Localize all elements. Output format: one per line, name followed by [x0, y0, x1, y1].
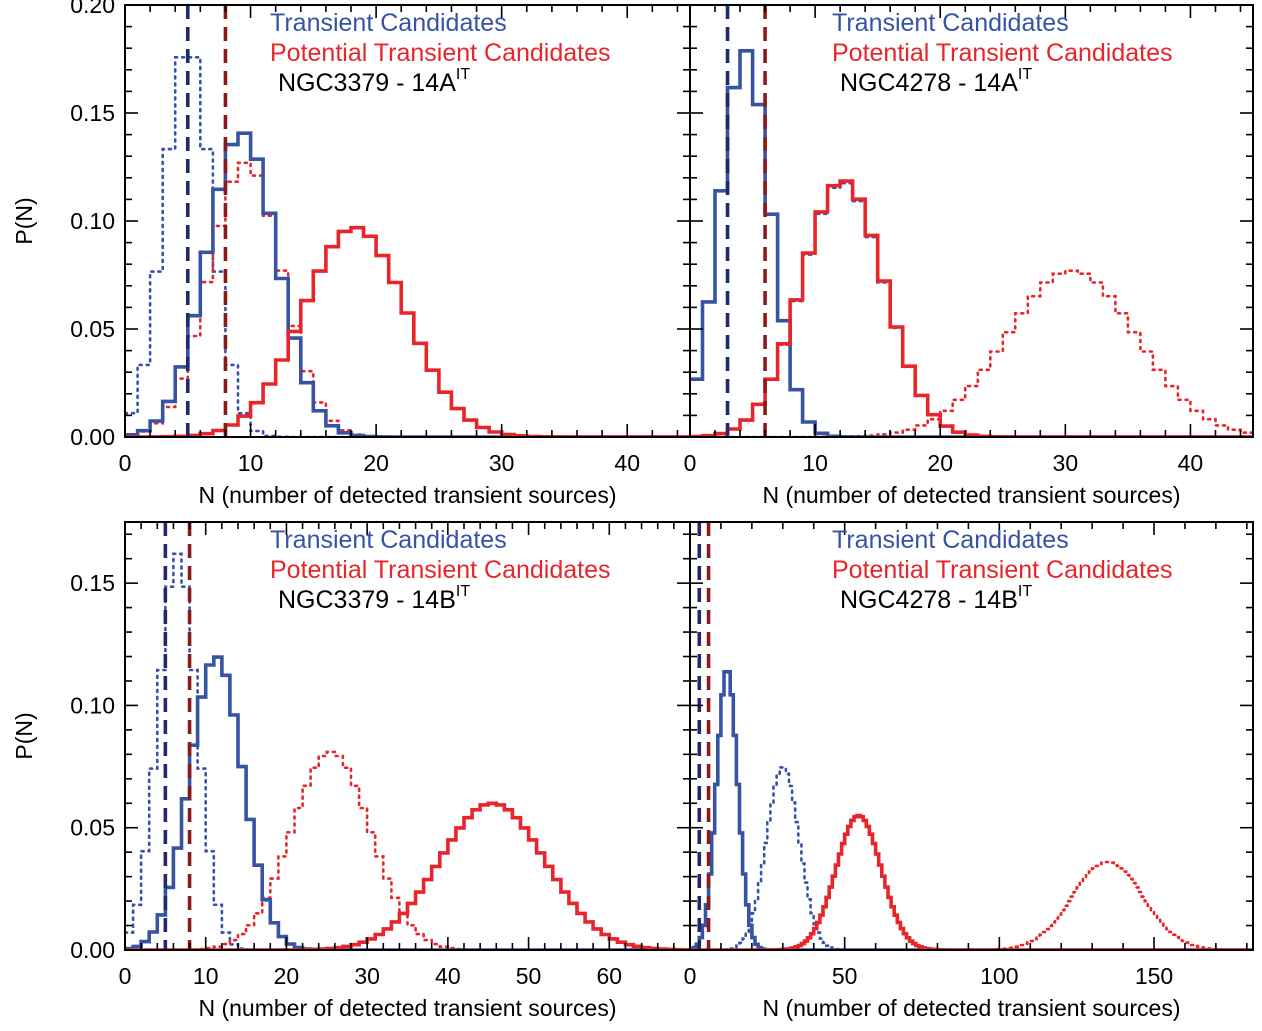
potential-dotted-series	[690, 269, 1253, 437]
potential-solid-series	[690, 179, 1253, 437]
y-tick-label: 0.10	[70, 208, 115, 234]
legend-field: NGC4278 - 14BIT	[840, 583, 1032, 614]
panel-1: 0 10 20 30 40 0.00 0.05 0.10 0.15 0.20 N (number o…	[11, 0, 691, 508]
potential-dotted-series	[125, 750, 690, 950]
x-tick-label: 50	[516, 963, 542, 989]
x-tick-label: 30	[354, 963, 380, 989]
panel-3: 0 10 20 30 40 50 60 0.00 0.05 0.10 0.15 N (number o…	[11, 521, 691, 1021]
x-tick-label: 50	[832, 963, 858, 989]
x-tick-label: 20	[363, 450, 389, 476]
legend-transient: Transient Candidates	[270, 526, 507, 554]
legend-potential: Potential Transient Candidates	[832, 556, 1173, 584]
x-tick-label: 0	[684, 450, 697, 476]
x-axis-title: N (number of detected transient sources)	[198, 995, 616, 1021]
transient-dotted-series	[690, 766, 1253, 950]
x-tick-label: 0	[684, 963, 697, 989]
y-tick-label: 0.00	[70, 937, 115, 963]
x-tick-label: 40	[614, 450, 640, 476]
legend-field: NGC3379 - 14AIT	[278, 66, 470, 97]
x-tick-label: 40	[435, 963, 461, 989]
legend-potential: Potential Transient Candidates	[270, 556, 611, 584]
legend-potential: Potential Transient Candidates	[270, 39, 611, 67]
legend-field: NGC3379 - 14BIT	[278, 583, 470, 614]
x-tick-label: 100	[980, 963, 1018, 989]
x-tick-label: 30	[489, 450, 515, 476]
legend-transient: Transient Candidates	[832, 526, 1069, 554]
panel-4: 0 50 100 150 N (number of detected transient…	[684, 521, 1254, 1021]
legend-potential: Potential Transient Candidates	[832, 39, 1173, 67]
plot-frame	[689, 521, 1254, 951]
y-tick-label: 0.15	[70, 570, 115, 596]
y-axis-title: P(N)	[11, 197, 37, 244]
x-tick-label: 20	[927, 450, 953, 476]
y-tick-label: 0.05	[70, 316, 115, 342]
legend-transient: Transient Candidates	[270, 9, 507, 37]
potential-solid-series	[125, 225, 690, 437]
x-tick-label: 10	[193, 963, 219, 989]
y-tick-label: 0.20	[70, 0, 115, 18]
transient-solid-series	[690, 49, 1253, 437]
potential-dotted-series	[125, 161, 690, 437]
x-tick-label: 150	[1135, 963, 1173, 989]
transient-dotted-series	[125, 552, 690, 950]
transient-dotted-series	[690, 181, 1253, 437]
x-axis-title: N (number of detected transient sources)	[762, 995, 1180, 1021]
transient-solid-series	[125, 131, 690, 437]
y-tick-label: 0.15	[70, 100, 115, 126]
potential-dotted-series	[690, 860, 1253, 950]
x-tick-label: 30	[1053, 450, 1079, 476]
x-tick-label: 40	[1178, 450, 1204, 476]
x-tick-label: 10	[802, 450, 828, 476]
x-tick-label: 0	[119, 450, 132, 476]
transient-solid-series	[690, 670, 1253, 950]
y-tick-label: 0.10	[70, 692, 115, 718]
panel-2: 0 10 20 30 40 N (number of detected transient…	[684, 4, 1254, 508]
y-axis-title: P(N)	[11, 712, 37, 759]
potential-solid-series	[690, 813, 1253, 950]
x-tick-label: 20	[274, 963, 300, 989]
legend-field: NGC4278 - 14AIT	[840, 66, 1032, 97]
x-axis-title: N (number of detected transient sources)	[198, 482, 616, 508]
x-tick-label: 60	[596, 963, 622, 989]
y-tick-label: 0.00	[70, 424, 115, 450]
x-tick-label: 0	[119, 963, 132, 989]
transient-dotted-series	[125, 56, 690, 437]
legend-transient: Transient Candidates	[832, 9, 1069, 37]
potential-solid-series	[125, 801, 690, 950]
x-axis-title: N (number of detected transient sources)	[762, 482, 1180, 508]
x-tick-label: 10	[238, 450, 264, 476]
y-tick-label: 0.05	[70, 815, 115, 841]
